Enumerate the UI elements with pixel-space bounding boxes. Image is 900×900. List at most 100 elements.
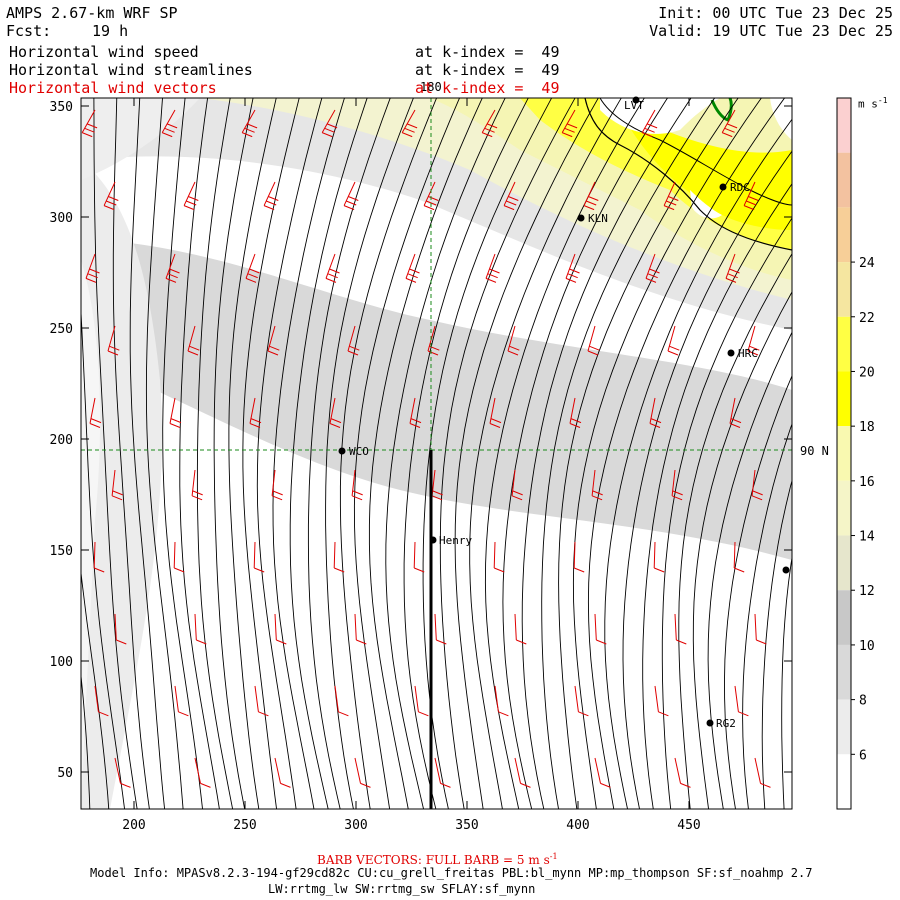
streamline: [228, 98, 277, 809]
streamline: [385, 98, 506, 809]
wind-barb: [754, 613, 767, 645]
wind-barb: [645, 253, 660, 283]
wind-barb: [481, 109, 498, 138]
field-level-speed: at k-index = 49: [415, 43, 560, 61]
colorbar-segment: [837, 426, 851, 481]
axis-ticks: 200 250 300 350 400 450 350 300 250 200 150 100 50: [50, 98, 792, 833]
streamline: [289, 98, 368, 809]
wind-barb: [569, 397, 582, 428]
streamline: [502, 98, 669, 809]
wind-barb: [267, 325, 280, 356]
wind-barb: [674, 613, 687, 645]
colorbar-tick-label: 16: [859, 475, 875, 490]
station-label-rdc: RDC: [730, 181, 750, 194]
wind-barb: [721, 109, 738, 138]
streamline: [742, 422, 792, 809]
wind-barb: [729, 397, 742, 428]
y-tick-label: 50: [57, 766, 73, 781]
station-markers: [338, 96, 790, 727]
wind-barb: [274, 613, 287, 645]
streamline: [368, 98, 483, 809]
wind-barb: [321, 109, 338, 138]
wind-barb: [649, 397, 662, 428]
streamline: [81, 671, 91, 809]
wind-barb: [194, 757, 211, 788]
wind-barb: [743, 181, 759, 211]
station-marker-edge: [782, 566, 790, 574]
model-info: Model Info: MPASv8.2.3-194-gf29cd82c CU:…: [90, 866, 813, 880]
wind-barb: [511, 469, 523, 501]
y-tick-label: 300: [50, 211, 73, 226]
streamline: [678, 253, 792, 809]
model-title: AMPS 2.67-km WRF SP: [6, 4, 178, 22]
colorbar-segment: [837, 480, 851, 536]
wind-barb: [81, 109, 98, 138]
streamline: [422, 98, 553, 809]
streamline: [707, 331, 792, 809]
wind-barb: [347, 325, 360, 356]
y-tick-label: 100: [50, 655, 73, 670]
colorbar: 6 8 10 12 14 16 18 20 22 24: [836, 97, 875, 810]
streamline: [242, 98, 300, 809]
station-label-lvt: LVT: [624, 99, 644, 112]
wind-barb: [485, 253, 500, 283]
station-marker-rg2: [706, 719, 714, 727]
wind-barb: [594, 613, 607, 645]
wind-barb: [94, 685, 109, 717]
wind-barb: [565, 253, 580, 283]
wind-barb: [354, 613, 367, 645]
streamline: [604, 118, 792, 809]
wind-barb: [494, 685, 509, 717]
wind-barb: [103, 181, 119, 211]
wind-barb: [414, 685, 429, 717]
wind-barb: [754, 757, 771, 788]
wind-barb: [413, 541, 425, 573]
wind-barb: [574, 685, 589, 717]
streamline: [325, 98, 414, 809]
wind-barb: [194, 613, 207, 645]
wind-barb: [434, 613, 447, 645]
streamline: [129, 98, 166, 809]
wind-barb: [165, 253, 180, 283]
wind-barb: [583, 181, 599, 211]
colorbar-segment: [837, 371, 851, 427]
wind-barb: [591, 469, 603, 501]
streamline: [661, 217, 792, 809]
streamline: [572, 98, 762, 809]
field-name-vectors: Horizontal wind vectors: [9, 79, 217, 97]
streamline: [353, 98, 461, 809]
parallel-label: 90 N: [800, 444, 829, 458]
wind-barb: [241, 109, 258, 138]
wind-barb: [663, 181, 679, 211]
station-marker-henry: [429, 536, 437, 544]
wind-barb: [561, 109, 578, 138]
streamline: [145, 98, 184, 809]
field-name-streamlines: Horizontal wind streamlines: [9, 61, 253, 79]
wind-barb: [751, 469, 763, 501]
wind-barb: [329, 397, 342, 428]
barb-note: BARB VECTORS: FULL BARB = 5 m s-1: [317, 852, 558, 867]
wind-barb: [489, 397, 502, 428]
x-tick-label: 400: [566, 818, 589, 833]
wind-barb: [594, 757, 611, 788]
wind-barb: [343, 181, 359, 211]
wind-barb: [173, 541, 185, 573]
wind-barb: [333, 541, 345, 573]
wind-barb: [573, 541, 585, 573]
wind-barb: [514, 613, 527, 645]
colorbar-unit: m s-1: [858, 96, 888, 111]
streamline: [256, 98, 323, 809]
streamline: [558, 98, 739, 809]
streamline: [403, 98, 529, 809]
wind-barb: [667, 325, 680, 356]
colorbar-tick-label: 12: [859, 584, 875, 599]
wind-barb: [169, 397, 182, 428]
wind-barb: [493, 541, 505, 573]
streamline: [81, 303, 126, 809]
streamline: [781, 555, 792, 809]
wind-barb: [671, 469, 683, 501]
streamline: [196, 98, 234, 809]
wind-barb: [174, 685, 189, 717]
wind-barb: [111, 469, 123, 501]
